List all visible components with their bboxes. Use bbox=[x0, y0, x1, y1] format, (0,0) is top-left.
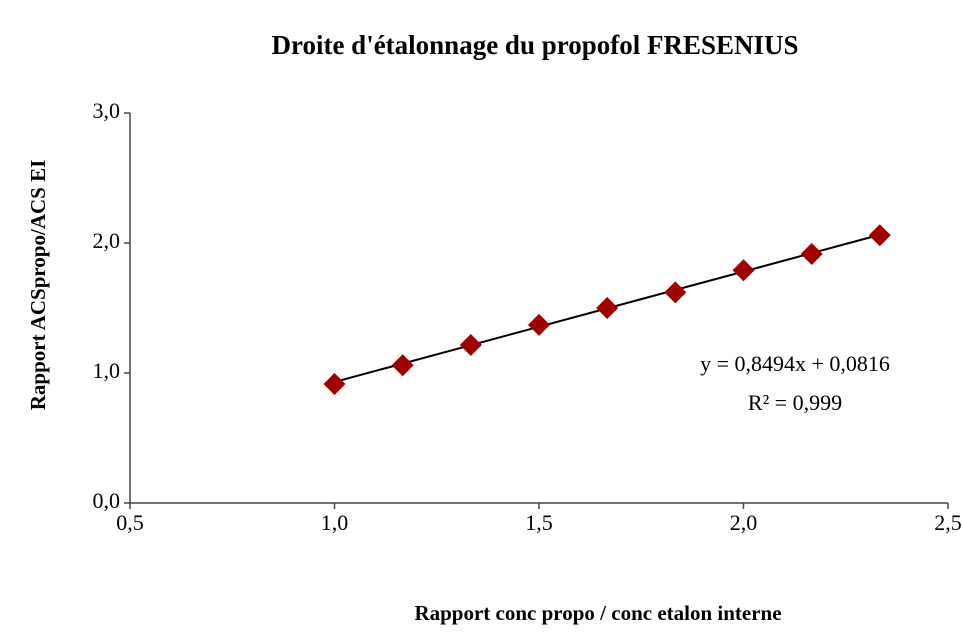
trendline-equation: y = 0,8494x + 0,0816 bbox=[700, 351, 890, 376]
x-tick-label: 1,5 bbox=[525, 510, 553, 535]
data-point bbox=[596, 297, 619, 319]
data-point bbox=[868, 224, 891, 247]
x-tick-label: 2,5 bbox=[934, 510, 962, 535]
data-point bbox=[459, 334, 482, 357]
y-axis-title: Rapport ACSpropo/ACS EI bbox=[26, 160, 50, 411]
x-tick-label: 2,0 bbox=[730, 510, 758, 535]
y-tick-label: 1,0 bbox=[93, 358, 121, 383]
data-point bbox=[323, 373, 346, 396]
data-point bbox=[391, 354, 414, 377]
x-axis-title: Rapport conc propo / conc etalon interne bbox=[414, 601, 781, 625]
trendline-r2: R² = 0,999 bbox=[748, 390, 842, 415]
y-tick-label: 3,0 bbox=[93, 98, 121, 123]
data-point bbox=[732, 259, 755, 282]
x-tick-label: 0,5 bbox=[116, 510, 144, 535]
chart-title: Droite d'étalonnage du propofol FRESENIU… bbox=[271, 30, 798, 60]
y-tick-label: 2,0 bbox=[93, 228, 121, 253]
data-point bbox=[528, 313, 550, 336]
data-point bbox=[800, 243, 823, 266]
data-point bbox=[664, 281, 687, 304]
x-tick-label: 1,0 bbox=[321, 510, 349, 535]
y-tick-label: 0,0 bbox=[93, 488, 121, 513]
